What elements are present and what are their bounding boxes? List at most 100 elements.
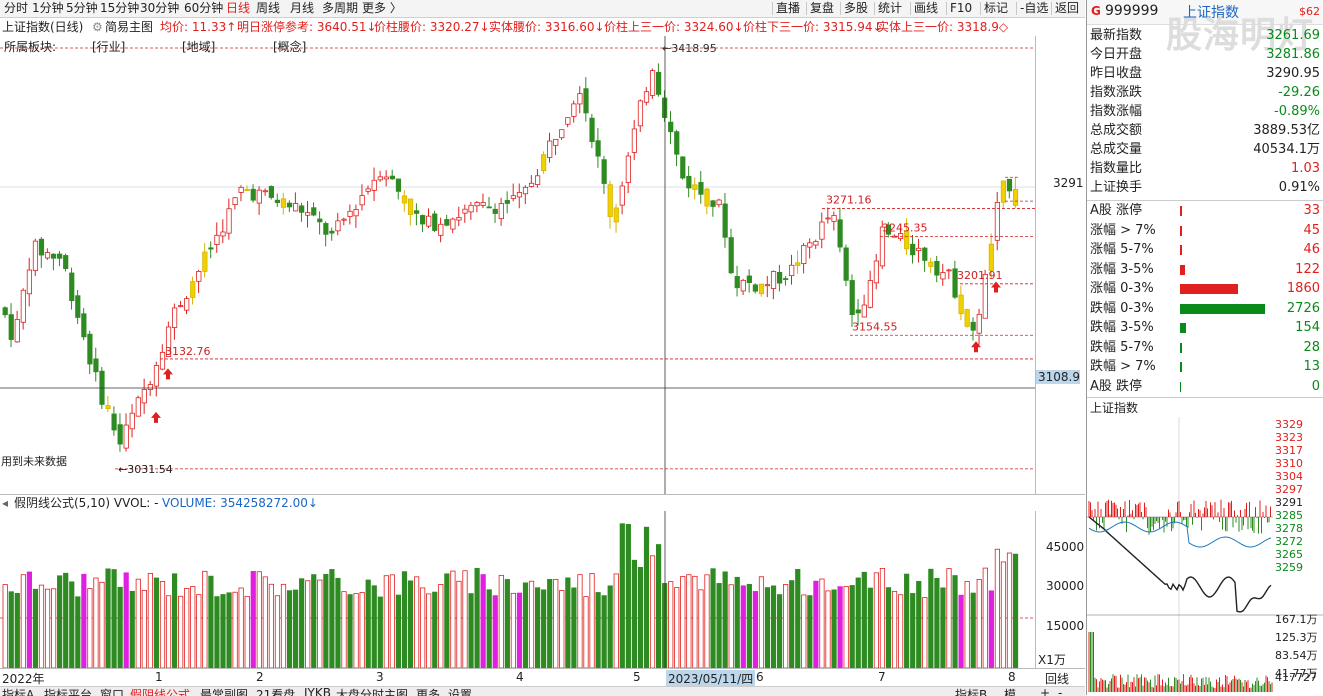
candle — [801, 245, 807, 264]
bottom-right-3[interactable]: - — [1058, 686, 1063, 696]
candle — [474, 202, 480, 207]
candle — [8, 314, 14, 340]
intraday-mini-chart[interactable]: 3329332333173310330432973291328532783272… — [1087, 417, 1323, 695]
bottom-right-0[interactable]: 指标B — [955, 688, 988, 696]
volume-bar — [795, 569, 801, 668]
kline-chart[interactable]: ←3418.95 3132.76 3271.16 3245.35 3201.91 3154… — [0, 36, 1035, 494]
volume-bar — [553, 578, 559, 668]
sector-region[interactable]: [地域] — [182, 40, 216, 54]
volume-bar — [371, 585, 377, 668]
mini-avg-line — [1088, 521, 1272, 548]
sector-concept[interactable]: [概念] — [273, 40, 307, 54]
breadth-label: 跌幅 0-3% — [1090, 300, 1154, 316]
toolbar-button-3[interactable]: 统计 — [878, 1, 903, 15]
volume-bar — [879, 567, 886, 668]
candle — [311, 207, 317, 216]
toolbar-separator — [874, 2, 875, 15]
candle — [946, 269, 952, 272]
period-tab-0[interactable]: 分时 — [4, 1, 29, 15]
period-tab-8[interactable]: 月线 — [290, 1, 315, 15]
candle — [613, 207, 619, 223]
volume-bar — [643, 526, 650, 668]
candle — [758, 283, 765, 295]
period-tab-10[interactable]: 更多 〉 — [362, 1, 402, 15]
period-tab-5[interactable]: 60分钟 — [184, 1, 224, 15]
bottom-tab-4[interactable]: 最常副图 — [200, 688, 249, 696]
candle — [746, 275, 752, 284]
volume-chart[interactable] — [0, 511, 1035, 668]
candle — [904, 230, 910, 250]
period-tab-6[interactable]: 日线 — [226, 1, 251, 15]
period-tab-1[interactable]: 1分钟 — [32, 1, 64, 15]
bottom-tab-1[interactable]: 指标平台 — [44, 688, 93, 696]
bottom-tab-7[interactable]: 大盘分时主图 — [336, 688, 409, 696]
collapse-icon[interactable]: ◂ — [2, 496, 9, 510]
candle — [789, 264, 795, 277]
bottom-right-1[interactable]: 模 — [1004, 688, 1017, 696]
bottom-tab-6[interactable]: JYKB — [304, 686, 331, 696]
toolbar-button-5[interactable]: F10 — [950, 1, 973, 15]
bottom-tab-9[interactable]: 设置 — [448, 688, 473, 696]
toolbar-button-2[interactable]: 多股 — [844, 1, 869, 15]
volume-bar — [770, 585, 777, 668]
volume-bar — [456, 580, 462, 668]
period-tab-4[interactable]: 30分钟 — [140, 1, 180, 15]
candle — [159, 351, 166, 370]
volume-bar — [601, 595, 607, 668]
bottom-tab-3[interactable]: 假阴线公式 — [130, 688, 191, 696]
volume-bar — [541, 589, 547, 668]
candle — [686, 175, 692, 189]
volume-bar — [970, 592, 976, 668]
toolbar-button-4[interactable]: 画线 — [914, 1, 939, 15]
toolbar-button-1[interactable]: 复盘 — [810, 1, 835, 15]
bottom-tab-8[interactable]: 更多 — [416, 688, 441, 696]
volume-bar — [105, 568, 111, 668]
candle — [656, 71, 662, 95]
bottom-right-2[interactable]: + — [1040, 686, 1051, 696]
candle — [504, 200, 510, 204]
volume-bar — [353, 593, 359, 668]
chart-mode-icon[interactable]: ⚙ — [92, 20, 103, 34]
volume-bar — [202, 570, 208, 668]
period-tab-2[interactable]: 5分钟 — [66, 1, 98, 15]
candle — [353, 209, 359, 217]
breadth-row: 涨幅 5-7% 46 — [1087, 240, 1323, 259]
volume-bar — [916, 581, 922, 668]
vol-axis-30000: 30000 — [1046, 579, 1085, 593]
mini-axis-label: 3329 — [1275, 418, 1303, 431]
candle — [305, 212, 311, 216]
breadth-tick — [1180, 206, 1181, 216]
volume-bar — [898, 594, 904, 668]
period-tab-9[interactable]: 多周期 — [322, 1, 359, 15]
candle — [516, 192, 523, 198]
volume-bar — [698, 589, 704, 668]
period-tab-3[interactable]: 15分钟 — [100, 1, 140, 15]
bottom-tab-2[interactable]: 窗口 — [100, 688, 125, 696]
candle — [214, 234, 220, 245]
toolbar-button-0[interactable]: 直播 — [776, 1, 801, 15]
toolbar-button-7[interactable]: -自选 — [1020, 1, 1049, 15]
candle — [571, 103, 577, 117]
bottom-tab-5[interactable]: 21看盘 — [256, 688, 296, 696]
volume-bar — [910, 593, 916, 668]
breadth-divider — [1087, 200, 1323, 201]
breadth-row: 涨幅 3-5% 122 — [1087, 260, 1323, 279]
breadth-bar — [1181, 284, 1239, 294]
sector-industry[interactable]: [行业] — [92, 40, 126, 54]
candle — [341, 218, 347, 221]
breadth-bar — [1181, 362, 1182, 372]
volume-bar — [928, 568, 934, 668]
period-tab-7[interactable]: 周线 — [256, 1, 281, 15]
toolbar-button-6[interactable]: 标记 — [984, 1, 1009, 15]
bottom-right-4[interactable]: 回线 — [1045, 672, 1070, 686]
candle — [299, 205, 305, 213]
candle — [208, 247, 214, 250]
volume-bar — [401, 571, 408, 668]
candle — [898, 233, 904, 240]
volume-bar — [1000, 561, 1007, 668]
candle — [256, 189, 262, 204]
candle — [819, 221, 825, 240]
chart-mode-button[interactable]: 简易主图 — [105, 20, 154, 34]
bottom-tab-0[interactable]: 指标A — [2, 688, 35, 696]
toolbar-button-8[interactable]: 返回 — [1055, 1, 1080, 15]
